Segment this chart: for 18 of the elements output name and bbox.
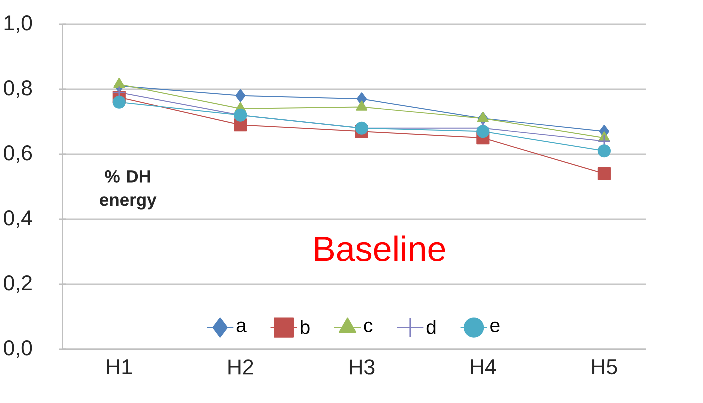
legend-label: e: [490, 322, 500, 332]
annotation: % DH energy: [100, 170, 157, 210]
y-tick-label: 0,4: [4, 210, 32, 228]
x-tick-label: H3: [350, 360, 375, 375]
annotation: Baseline: [315, 236, 446, 262]
legend-label: a: [236, 322, 247, 332]
x-tick-label: H4: [471, 360, 496, 374]
y-tick-label: 0,2: [4, 276, 32, 294]
y-tick-label: 0,0: [4, 340, 32, 358]
x-tick-label: H5: [592, 360, 618, 375]
y-tick-label: 1,0: [4, 16, 32, 34]
x-tick-label: H1: [107, 360, 132, 374]
legend-label: b: [301, 320, 310, 334]
legend-label: c: [364, 322, 373, 332]
y-tick-label: 0,6: [4, 146, 32, 164]
x-tick-label: H2: [228, 360, 254, 375]
y-tick-label: 0,8: [4, 80, 32, 98]
legend-label: d: [426, 320, 436, 334]
